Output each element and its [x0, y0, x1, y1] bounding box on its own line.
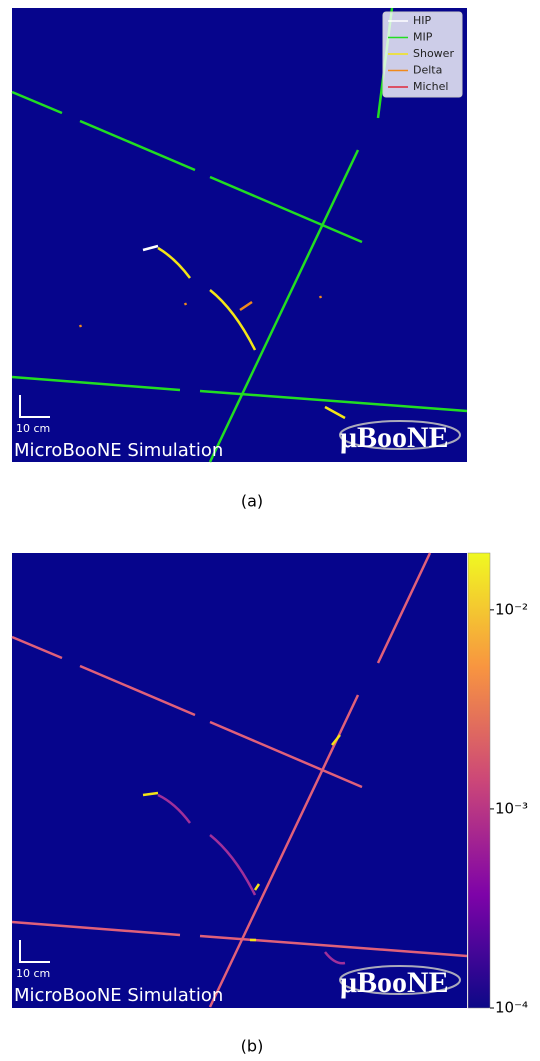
scale-label: 10 cm [16, 422, 50, 435]
legend-label: Shower [413, 47, 454, 60]
legend-label: Delta [413, 64, 442, 77]
colorbar-fill [468, 553, 490, 1008]
logo: μBooNE [340, 966, 449, 999]
logo: μBooNE [340, 421, 449, 454]
panel-b: 10 cm MicroBooNE Simulation μBooNE 10⁻²1… [12, 553, 528, 1056]
panel-a: HIP MIP Shower Delta Michel 10 cm MicroBooNE… [12, 8, 467, 511]
watermark: MicroBooNE Simulation [14, 985, 223, 1006]
legend-label: HIP [413, 14, 432, 27]
legend-label: MIP [413, 31, 433, 44]
colorbar-tick-label: 10⁻³ [495, 799, 528, 817]
colorbar-tick-label: 10⁻⁴ [495, 999, 528, 1017]
colorbar: 10⁻² 10⁻³ 10⁻⁴ [468, 553, 528, 1017]
legend: HIP MIP Shower Delta Michel [383, 12, 462, 97]
colorbar-tick-label: 10⁻² [495, 600, 528, 618]
caption: (b) [241, 1037, 264, 1056]
legend-label: Michel [413, 80, 448, 93]
figure: HIP MIP Shower Delta Michel 10 cm MicroBooNE… [0, 0, 540, 1057]
caption: (a) [241, 492, 263, 511]
scale-label: 10 cm [16, 967, 50, 980]
watermark: MicroBooNE Simulation [14, 440, 223, 461]
